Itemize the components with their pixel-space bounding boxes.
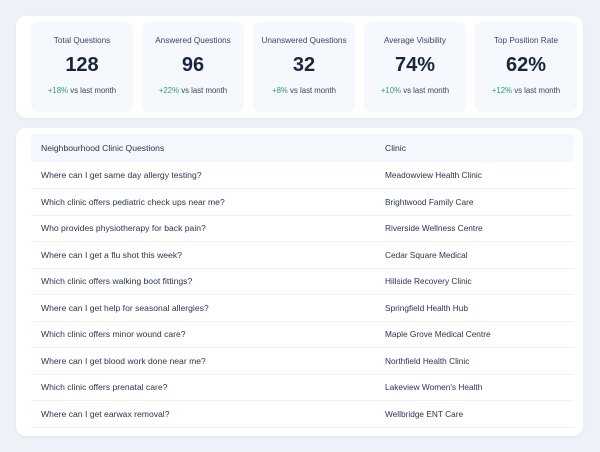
clinic-cell: Maple Grove Medical Centre (376, 321, 574, 348)
stat-card-total-questions: Total Questions 128 +18% vs last month (31, 22, 133, 112)
table-row[interactable]: Where can I get blood work done near me?… (31, 347, 574, 375)
table-row[interactable]: Where can I get earwax removal? Wellbridg… (31, 400, 574, 428)
table-row[interactable]: Where can I get help for seasonal allerg… (31, 294, 574, 322)
question-cell: Who provides physiotherapy for back pain… (31, 215, 376, 242)
stat-value: 128 (65, 54, 99, 76)
questions-table-panel: Neighbourhood Clinic Questions Clinic Wh… (16, 128, 583, 436)
stat-value: 32 (292, 54, 316, 76)
clinic-cell: Northfield Health Clinic (376, 347, 574, 375)
stat-delta-suffix: vs last month (290, 86, 336, 95)
column-header-question[interactable]: Neighbourhood Clinic Questions (41, 143, 165, 153)
table-header-row: Neighbourhood Clinic Questions Clinic (31, 134, 574, 162)
question-cell: Where can I get blood work done near me? (31, 347, 376, 375)
stat-value: 62% (505, 54, 547, 76)
stat-delta-suffix: vs last month (181, 86, 228, 95)
stat-card-answered-questions: Answered Questions 96 +22% vs last month (142, 22, 244, 112)
table-row[interactable]: Which clinic offers walking boot fitting… (31, 268, 574, 295)
table-row[interactable]: Which clinic offers prenatal care? Lakevi… (31, 374, 574, 401)
stat-card-unanswered-questions: Unanswered Questions 32 +8% vs last mont… (253, 22, 355, 112)
table-row[interactable]: Where can I get same day allergy testing… (31, 162, 574, 189)
stats-panel: Total Questions 128 +18% vs last month A… (16, 16, 583, 118)
stat-change: +8% vs last month (253, 86, 355, 95)
stat-delta: +12% (491, 86, 513, 95)
table-row[interactable]: Which clinic offers minor wound care? Map… (31, 321, 574, 348)
question-cell: Which clinic offers walking boot fitting… (31, 268, 376, 295)
stat-card-top-position-rate: Top Position Rate 62% +12% vs last month (475, 22, 577, 112)
stat-label: Top Position Rate (493, 36, 559, 45)
question-cell: Which clinic offers pediatric check ups … (31, 188, 376, 216)
stat-delta-suffix: vs last month (70, 86, 117, 95)
stat-delta: +18% (47, 86, 69, 95)
question-cell: Which clinic offers prenatal care? (31, 374, 376, 401)
stat-delta: +8% (272, 86, 288, 95)
clinic-cell: Brightwood Family Care (376, 188, 574, 216)
question-cell: Which clinic offers minor wound care? (31, 321, 376, 348)
stat-change: +18% vs last month (31, 86, 133, 95)
stat-label: Answered Questions (155, 36, 231, 45)
table-row[interactable]: Who provides physiotherapy for back pain… (31, 215, 574, 242)
questions-table: Neighbourhood Clinic Questions Clinic Wh… (31, 134, 574, 428)
stat-delta-suffix: vs last month (403, 86, 450, 95)
stat-value: 96 (181, 54, 205, 76)
stat-delta: +10% (380, 86, 402, 95)
stat-label: Unanswered Questions (261, 36, 347, 45)
clinic-cell: Wellbridge ENT Care (376, 400, 574, 428)
column-header-clinic[interactable]: Clinic (385, 143, 407, 153)
stat-delta: +22% (158, 86, 180, 95)
clinic-cell: Cedar Square Medical (376, 241, 574, 269)
stat-card-average-visibility: Average Visibility 74% +10% vs last mont… (364, 22, 466, 112)
table-row[interactable]: Where can I get a flu shot this week? Ced… (31, 241, 574, 269)
clinic-cell: Springfield Health Hub (376, 294, 574, 322)
clinic-cell: Riverside Wellness Centre (376, 215, 574, 242)
stat-value: 74% (394, 54, 436, 76)
stat-change: +12% vs last month (475, 86, 577, 95)
question-cell: Where can I get a flu shot this week? (31, 241, 376, 269)
clinic-cell: Meadowview Health Clinic (376, 162, 574, 189)
stat-label: Total Questions (53, 36, 111, 45)
stat-change: +10% vs last month (364, 86, 466, 95)
stat-change: +22% vs last month (142, 86, 244, 95)
clinic-cell: Lakeview Women's Health (376, 374, 574, 401)
question-cell: Where can I get same day allergy testing… (31, 162, 376, 189)
clinic-cell: Hillside Recovery Clinic (376, 268, 574, 295)
table-row[interactable]: Which clinic offers pediatric check ups … (31, 188, 574, 216)
stat-delta-suffix: vs last month (514, 86, 561, 95)
stat-label: Average Visibility (383, 36, 447, 45)
question-cell: Where can I get earwax removal? (31, 400, 376, 428)
question-cell: Where can I get help for seasonal allerg… (31, 294, 376, 322)
